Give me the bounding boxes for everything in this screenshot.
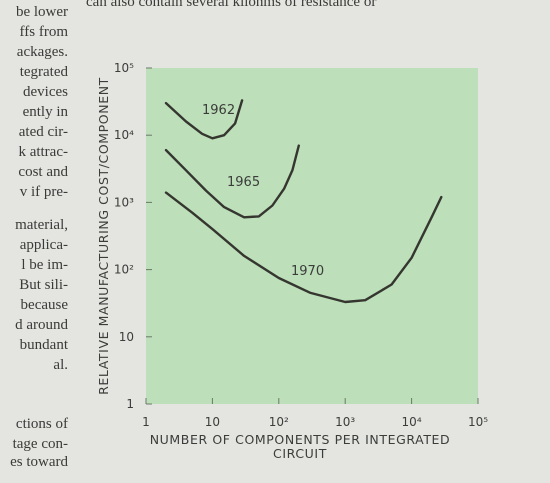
body-text: al. — [53, 357, 68, 373]
body-text: ctions of — [16, 416, 68, 432]
body-text: But sili- — [19, 277, 68, 293]
y-axis-label: RELATIVE MANUFACTURING COST/COMPONENT — [96, 77, 111, 395]
body-text: es toward — [10, 454, 68, 470]
y-tick-label: 10 — [119, 330, 134, 344]
curve — [164, 99, 244, 140]
body-text: k attrac- — [18, 144, 68, 160]
x-tick-label: 10⁵ — [468, 415, 488, 429]
body-text: l be im- — [21, 257, 68, 273]
x-tick-label: 10⁴ — [402, 415, 422, 429]
x-tick-label: 10² — [269, 415, 289, 429]
body-text: tegrated — [20, 64, 69, 80]
series-label: 1965 — [227, 175, 260, 190]
y-tick-label: 10³ — [114, 195, 134, 209]
curve — [164, 144, 300, 219]
curve — [164, 191, 443, 304]
body-text: can also contain several kilohms of resi… — [86, 0, 376, 10]
body-text: ated cir- — [19, 124, 68, 140]
y-tick-label: 10⁵ — [114, 61, 134, 75]
plot-area — [146, 68, 478, 404]
x-tick-label: 10 — [205, 415, 220, 429]
y-tick-label: 1 — [126, 397, 134, 411]
body-text: d around — [15, 317, 68, 333]
body-text: tage con- — [13, 436, 68, 452]
x-axis-label-line: CIRCUIT — [273, 446, 327, 461]
body-text: because — [21, 297, 69, 313]
body-text: ently in — [23, 104, 69, 120]
body-text: ffs from — [20, 24, 69, 40]
x-axis-label-line: NUMBER OF COMPONENTS PER INTEGRATED — [150, 432, 451, 447]
body-text: cost and — [18, 164, 68, 180]
body-text: devices — [23, 84, 68, 100]
body-text: ackages. — [17, 44, 68, 60]
body-text: v if pre- — [20, 184, 68, 200]
x-tick-label: 1 — [142, 415, 150, 429]
body-text: applica- — [20, 237, 68, 253]
series-label: 1970 — [291, 264, 324, 279]
y-tick-label: 10⁴ — [114, 128, 134, 142]
x-tick-label: 10³ — [335, 415, 355, 429]
series-label: 1962 — [202, 103, 235, 118]
body-text: bundant — [20, 337, 69, 353]
x-axis-label: NUMBER OF COMPONENTS PER INTEGRATED CIRCU… — [150, 432, 451, 461]
body-text: material, — [15, 217, 68, 233]
y-tick-label: 10² — [114, 263, 134, 277]
body-text: be lower — [16, 4, 68, 20]
